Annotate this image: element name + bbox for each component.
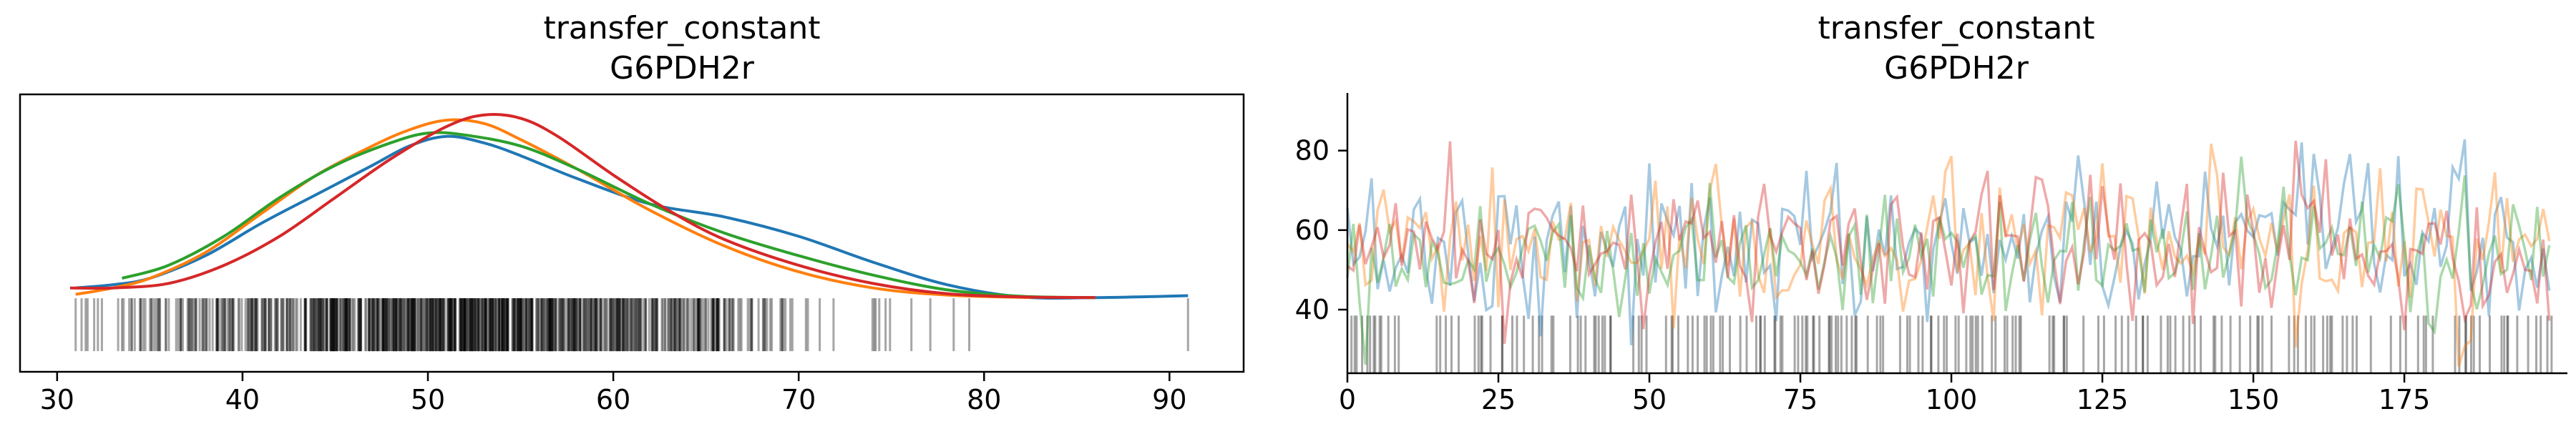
- trace-panel: transfer_constant G6PDH2r 0 25 50 75 100 125 1…: [1295, 10, 2567, 415]
- x-tick-label: 50: [411, 384, 445, 415]
- trace-subtitle: G6PDH2r: [1884, 50, 2029, 87]
- kde-axes-frame: [19, 93, 1245, 373]
- trace-line-chain-0: [1346, 139, 2551, 345]
- x-tick-label: 25: [1481, 384, 1516, 415]
- x-tick-label: 40: [225, 384, 260, 415]
- trace-line-chain-3: [1346, 140, 2551, 344]
- x-tick-label: 75: [1783, 384, 1818, 415]
- x-tick-label: 90: [1152, 384, 1186, 415]
- kde-lines: [69, 113, 1189, 300]
- kde-line-chain-2: [121, 131, 1096, 300]
- kde-rug: [74, 298, 1189, 352]
- x-tick-label: 150: [2228, 384, 2280, 415]
- x-tick-label: 100: [1926, 384, 1978, 415]
- trace-x-axis: 0 25 50 75 100 125 150 175: [1339, 373, 2430, 415]
- kde-subtitle: G6PDH2r: [610, 50, 755, 87]
- x-tick-label: 125: [2077, 384, 2129, 415]
- kde-line-chain-1: [75, 118, 1031, 300]
- y-tick-label: 60: [1295, 214, 1330, 246]
- trace-line-chain-1: [1346, 143, 2551, 368]
- kde-title: transfer_constant: [543, 10, 820, 46]
- trace-y-axis: 40 60 80: [1295, 135, 1347, 325]
- trace-line-chain-2: [1346, 156, 2551, 365]
- y-tick-label: 80: [1295, 135, 1330, 167]
- x-tick-label: 175: [2379, 384, 2431, 415]
- kde-x-axis: 30 40 50 60 70 80 90: [40, 372, 1187, 415]
- trace-spines: [1346, 93, 2567, 375]
- kde-line-chain-3: [69, 113, 1096, 300]
- trace-rug: [1350, 315, 2553, 373]
- x-tick-label: 60: [596, 384, 630, 415]
- trace-lines: [1346, 139, 2551, 368]
- x-tick-label: 30: [40, 384, 74, 415]
- x-tick-label: 70: [781, 384, 816, 415]
- y-tick-label: 40: [1295, 294, 1330, 325]
- kde-panel: transfer_constant G6PDH2r 30 40 50 60 70 80 90: [19, 10, 1245, 415]
- trace-title: transfer_constant: [1818, 10, 2094, 46]
- x-tick-label: 80: [967, 384, 1001, 415]
- kde-line-chain-0: [75, 134, 1189, 300]
- x-tick-label: 0: [1339, 384, 1356, 415]
- x-tick-label: 50: [1632, 384, 1667, 415]
